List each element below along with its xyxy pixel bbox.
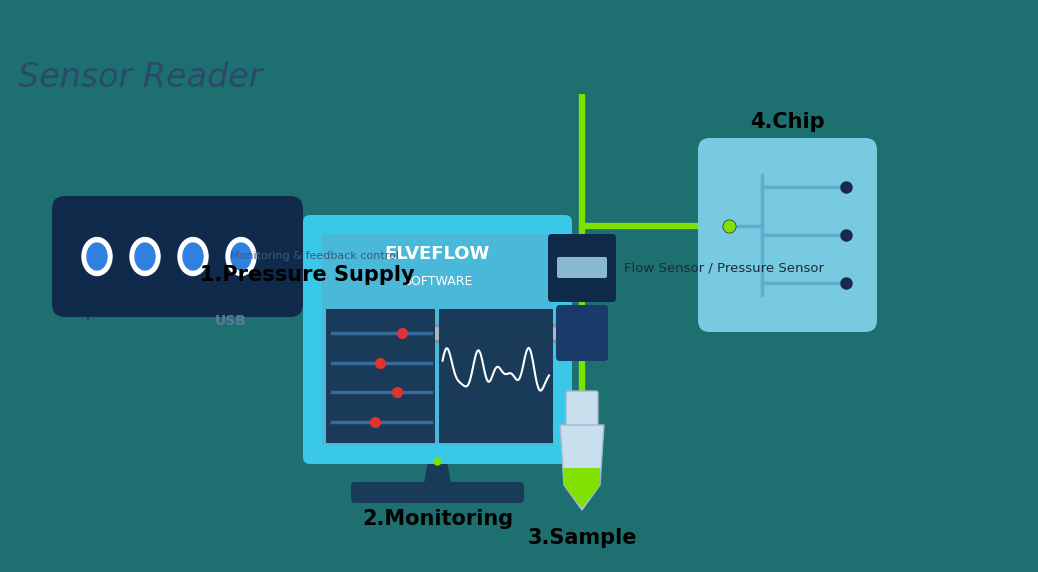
Text: Monitoring & feedback control: Monitoring & feedback control bbox=[230, 251, 399, 261]
Polygon shape bbox=[558, 315, 582, 351]
Ellipse shape bbox=[135, 243, 155, 270]
Ellipse shape bbox=[82, 237, 112, 276]
Ellipse shape bbox=[177, 237, 208, 276]
FancyBboxPatch shape bbox=[548, 234, 616, 302]
FancyBboxPatch shape bbox=[326, 309, 435, 443]
FancyBboxPatch shape bbox=[351, 482, 524, 503]
FancyBboxPatch shape bbox=[52, 196, 303, 317]
FancyBboxPatch shape bbox=[557, 257, 607, 278]
Ellipse shape bbox=[183, 243, 203, 270]
Ellipse shape bbox=[226, 237, 256, 276]
Text: USB: USB bbox=[215, 314, 247, 328]
FancyBboxPatch shape bbox=[698, 138, 877, 332]
FancyBboxPatch shape bbox=[303, 215, 572, 464]
Text: 1.Pressure Supply: 1.Pressure Supply bbox=[200, 265, 414, 285]
Polygon shape bbox=[424, 457, 452, 487]
Text: SOFTWARE: SOFTWARE bbox=[403, 276, 472, 288]
Ellipse shape bbox=[130, 237, 160, 276]
Polygon shape bbox=[564, 468, 600, 508]
Text: ELVEFLOW: ELVEFLOW bbox=[385, 245, 490, 263]
Text: 3.Sample: 3.Sample bbox=[527, 528, 636, 548]
FancyBboxPatch shape bbox=[439, 309, 553, 443]
FancyBboxPatch shape bbox=[285, 234, 315, 280]
FancyBboxPatch shape bbox=[566, 391, 598, 427]
Text: 4.Chip: 4.Chip bbox=[750, 112, 825, 132]
Ellipse shape bbox=[231, 243, 251, 270]
Polygon shape bbox=[559, 425, 604, 510]
Ellipse shape bbox=[87, 243, 107, 270]
FancyBboxPatch shape bbox=[556, 305, 608, 361]
FancyBboxPatch shape bbox=[322, 234, 553, 445]
Text: Sensor Reader: Sensor Reader bbox=[18, 61, 263, 94]
Text: Flow Sensor / Pressure Sensor: Flow Sensor / Pressure Sensor bbox=[624, 261, 824, 275]
Text: 2.Monitoring: 2.Monitoring bbox=[362, 509, 513, 529]
